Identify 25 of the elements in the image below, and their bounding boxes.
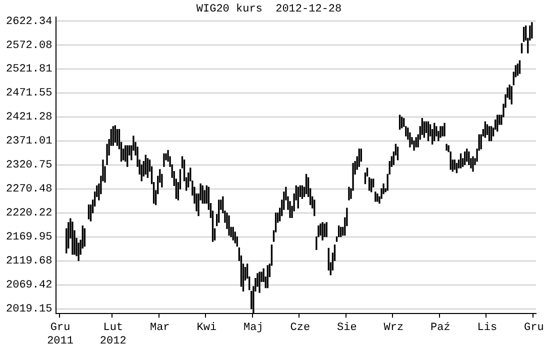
x-tick-label: Sie <box>337 322 357 334</box>
x-tick-label: Lis <box>477 322 498 334</box>
y-tick-label: 2572.08 <box>6 40 52 52</box>
y-tick-label: 2622.34 <box>6 16 53 28</box>
chart-title: WIG20 kurs 2012-12-28 <box>196 4 342 16</box>
x-tick-label: Maj <box>244 322 264 334</box>
y-tick-label: 2169.95 <box>6 232 52 244</box>
y-tick-label: 2220.22 <box>6 208 52 220</box>
y-tick-label: 2371.01 <box>6 136 53 148</box>
x-tick-label: Wrz <box>384 322 404 334</box>
x-tick-label: Cze <box>290 322 310 334</box>
y-tick-label: 2521.81 <box>6 64 53 76</box>
x-tick-label: Gru 2011 <box>47 322 74 348</box>
y-tick-label: 2270.48 <box>6 184 52 196</box>
y-tick-label: 2119.68 <box>6 256 52 268</box>
x-tick-label: Kwi <box>196 322 217 334</box>
x-tick-label: Mar <box>150 322 170 334</box>
y-tick-label: 2421.28 <box>6 112 52 124</box>
y-tick-label: 2069.42 <box>6 280 52 292</box>
y-tick-label: 2019.15 <box>6 304 52 316</box>
y-tick-label: 2320.75 <box>6 160 52 172</box>
y-tick-label: 2471.55 <box>6 88 52 100</box>
x-tick-label: Gru <box>524 322 544 334</box>
x-tick-label: Paź <box>430 322 450 334</box>
x-tick-label: Lut 2012 <box>100 322 126 348</box>
